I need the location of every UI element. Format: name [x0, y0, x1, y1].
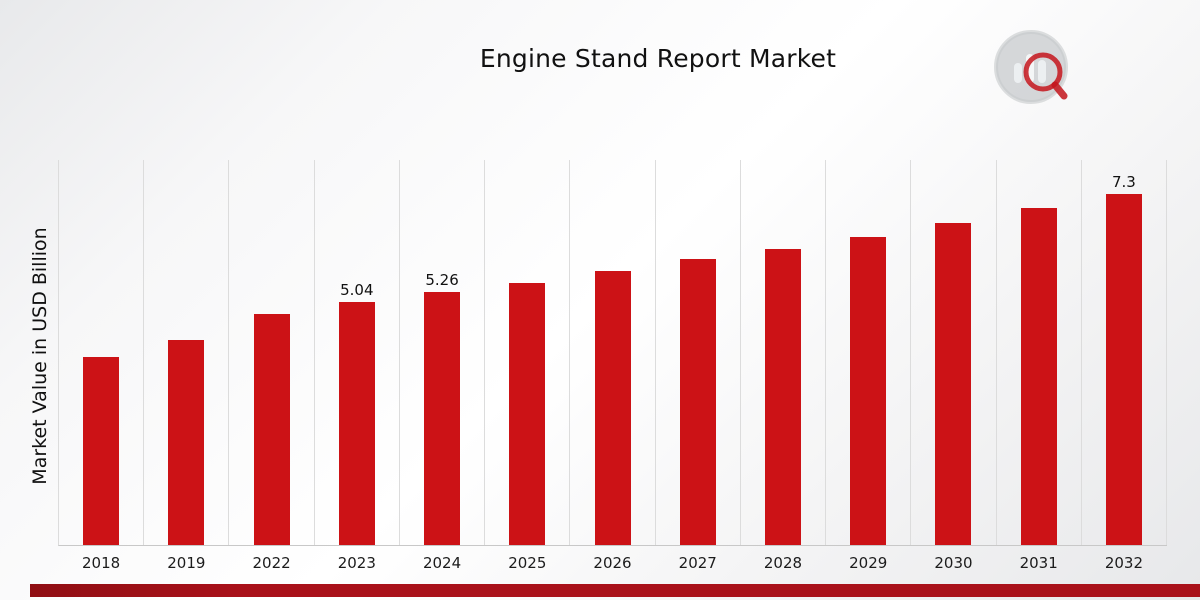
bar-slot: 2018 — [59, 160, 145, 572]
logo-bar-icon — [1038, 60, 1046, 83]
x-tick-label: 2022 — [252, 554, 291, 572]
bar-2022[interactable] — [253, 314, 290, 545]
x-tick-label: 2031 — [1019, 554, 1058, 572]
x-tick-label: 2018 — [82, 554, 121, 572]
magnifier-icon — [1023, 52, 1063, 92]
chart-title: Engine Stand Report Market — [479, 44, 837, 73]
bar-2028[interactable] — [764, 249, 801, 545]
bar-slot: 2019 — [144, 160, 230, 572]
bottom-accent-strip — [30, 584, 1200, 597]
bar-value-label: 5.26 — [425, 271, 459, 289]
bar-slot: 5.04 2023 — [315, 160, 400, 572]
bar-2031[interactable] — [1020, 208, 1057, 545]
logo-bar-icon — [1014, 63, 1022, 83]
bar-2029[interactable] — [850, 237, 887, 545]
brand-logo — [994, 30, 1068, 104]
bar-slot: 2027 — [656, 160, 741, 572]
plot-area: 2018 2019 2022 5.04 2023 5.26 2024 2025 2026 2027… — [58, 160, 1168, 572]
x-tick-label: 2030 — [934, 554, 973, 572]
x-tick-label: 2028 — [763, 554, 803, 572]
x-tick-label: 2025 — [508, 554, 547, 572]
x-tick-label: 2032 — [1104, 554, 1144, 572]
bar-2027[interactable] — [679, 259, 716, 545]
bar-slot: 2025 — [485, 160, 571, 572]
x-tick-label: 2029 — [849, 554, 888, 572]
bar-value-label: 7.3 — [1111, 173, 1136, 191]
bar-2032[interactable]: 7.3 — [1105, 173, 1142, 545]
bar-2024[interactable]: 5.26 — [424, 271, 461, 545]
x-tick-label: 2019 — [167, 554, 206, 572]
bar-slot: 2026 — [570, 160, 656, 572]
bar-slot: 2031 — [997, 160, 1082, 572]
bar-slot: 2022 — [229, 160, 315, 572]
bar-slot: 7.3 2032 — [1082, 160, 1168, 572]
y-axis-label: Market Value in USD Billion — [29, 227, 51, 485]
magnifier-handle-icon — [1051, 81, 1068, 100]
x-tick-label: 2023 — [337, 554, 376, 572]
bar-slot: 2029 — [826, 160, 912, 572]
bar-2019[interactable] — [168, 340, 205, 545]
bar-slot: 5.26 2024 — [400, 160, 486, 572]
bar-2030[interactable] — [935, 223, 972, 545]
bar-value-label: 5.04 — [340, 281, 374, 299]
bar-2026[interactable] — [594, 271, 631, 545]
bar-slot: 2030 — [911, 160, 997, 572]
bar-2023[interactable]: 5.04 — [338, 281, 375, 545]
x-tick-label: 2027 — [678, 554, 717, 572]
x-tick-label: 2026 — [593, 554, 632, 572]
bar-slot: 2028 — [741, 160, 827, 572]
bar-2018[interactable] — [83, 357, 120, 545]
x-tick-label: 2024 — [422, 554, 462, 572]
bar-2025[interactable] — [509, 283, 546, 545]
